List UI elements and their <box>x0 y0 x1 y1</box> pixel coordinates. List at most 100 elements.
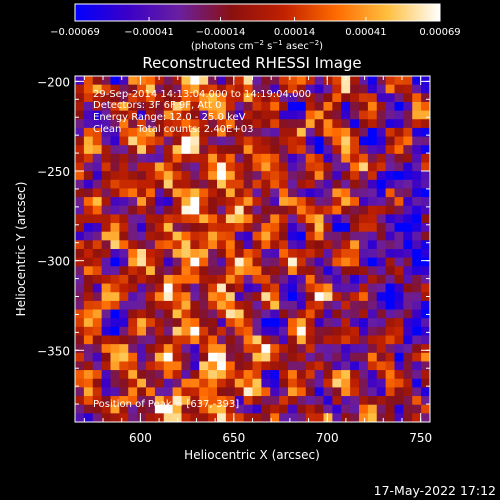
heatmap-cell <box>75 162 85 172</box>
heatmap-cell <box>146 231 156 241</box>
heatmap-cell <box>332 404 342 414</box>
heatmap-cell <box>341 145 351 155</box>
heatmap-cell <box>385 283 396 293</box>
heatmap-cell <box>296 110 307 120</box>
heatmap-cell <box>279 76 289 86</box>
heatmap-cell <box>323 266 333 276</box>
heatmap-cell <box>225 300 236 311</box>
heatmap-cell <box>421 205 430 215</box>
heatmap-cell <box>119 179 129 190</box>
heatmap-cell <box>190 119 200 129</box>
heatmap-cell <box>234 404 245 414</box>
heatmap-cell <box>296 76 307 86</box>
heatmap-cell <box>190 231 200 241</box>
heatmap-cell <box>314 76 325 86</box>
heatmap-cell <box>385 413 396 422</box>
heatmap-cell <box>288 300 298 311</box>
heatmap-cell <box>154 101 165 112</box>
heatmap-cell <box>332 266 342 276</box>
heatmap-cell <box>359 188 369 198</box>
heatmap-cell <box>252 257 262 267</box>
heatmap-cell <box>412 162 422 172</box>
heatmap-cell <box>234 309 245 319</box>
heatmap-cell <box>288 93 298 103</box>
heatmap-cell <box>101 231 112 241</box>
heatmap-cell <box>181 318 191 328</box>
heatmap-cell <box>279 344 289 354</box>
heatmap-cell <box>75 326 85 337</box>
heatmap-cell <box>154 93 165 103</box>
heatmap-cell <box>403 171 413 181</box>
heatmap-cell <box>359 93 369 103</box>
heatmap-cell <box>137 223 147 233</box>
heatmap-cell <box>208 119 218 129</box>
heatmap-cell <box>252 413 262 422</box>
heatmap-cell <box>296 214 307 224</box>
heatmap-cell <box>172 318 183 328</box>
heatmap-cell <box>270 352 280 363</box>
heatmap-cell <box>172 361 183 371</box>
heatmap-cell <box>421 266 430 276</box>
heatmap-cell <box>83 162 94 172</box>
heatmap-cell <box>137 188 147 198</box>
heatmap-cell <box>252 171 262 181</box>
heatmap-cell <box>137 309 147 319</box>
heatmap-cell <box>252 344 262 354</box>
heatmap-cell <box>261 223 271 233</box>
heatmap-cell <box>359 361 369 371</box>
heatmap-cell <box>128 145 138 155</box>
heatmap-cell <box>279 171 289 181</box>
heatmap-cell <box>137 300 147 311</box>
heatmap-cell <box>385 387 396 397</box>
heatmap-cell <box>296 292 307 302</box>
heatmap-cell <box>296 179 307 190</box>
heatmap-cell <box>394 413 404 422</box>
heatmap-cell <box>252 101 262 112</box>
heatmap-cell <box>359 110 369 120</box>
heatmap-cell <box>225 179 236 190</box>
heatmap-cell <box>172 127 183 138</box>
heatmap-cell <box>385 266 396 276</box>
heatmap-cell <box>261 171 271 181</box>
heatmap-cell <box>314 396 325 406</box>
heatmap-cell <box>394 101 404 112</box>
heatmap-cell <box>305 387 316 397</box>
heatmap-cell <box>350 197 360 207</box>
heatmap-cell <box>208 413 218 422</box>
heatmap-cell <box>181 197 191 207</box>
heatmap-cell <box>110 335 120 345</box>
heatmap-cell <box>110 179 120 190</box>
heatmap-cell <box>279 162 289 172</box>
heatmap-cell <box>421 361 430 371</box>
heatmap-cell <box>163 153 174 164</box>
heatmap-cell <box>208 352 218 363</box>
heatmap-cell <box>403 352 413 363</box>
heatmap-cell <box>163 309 174 319</box>
heatmap-cell <box>403 223 413 233</box>
heatmap-cell <box>243 370 254 380</box>
heatmap-cell <box>270 249 280 259</box>
heatmap-cell <box>243 197 254 207</box>
heatmap-cell <box>421 214 430 224</box>
heatmap-cell <box>92 396 103 406</box>
heatmap-cell <box>208 136 218 146</box>
heatmap-cell <box>323 404 333 414</box>
heatmap-cell <box>83 153 94 164</box>
heatmap-cell <box>252 274 262 285</box>
heatmap-cell <box>181 84 191 94</box>
heatmap-cell <box>332 370 342 380</box>
heatmap-cell <box>341 101 351 112</box>
heatmap-cell <box>146 110 156 120</box>
heatmap-cell <box>403 231 413 241</box>
heatmap-cell <box>270 197 280 207</box>
heatmap-cell <box>314 361 325 371</box>
heatmap-cell <box>261 110 271 120</box>
heatmap-cell <box>323 396 333 406</box>
heatmap-cell <box>385 344 396 354</box>
heatmap-cell <box>119 404 129 414</box>
heatmap-cell <box>137 162 147 172</box>
heatmap-cell <box>101 136 112 146</box>
heatmap-cell <box>199 76 209 86</box>
heatmap-cell <box>154 404 165 414</box>
